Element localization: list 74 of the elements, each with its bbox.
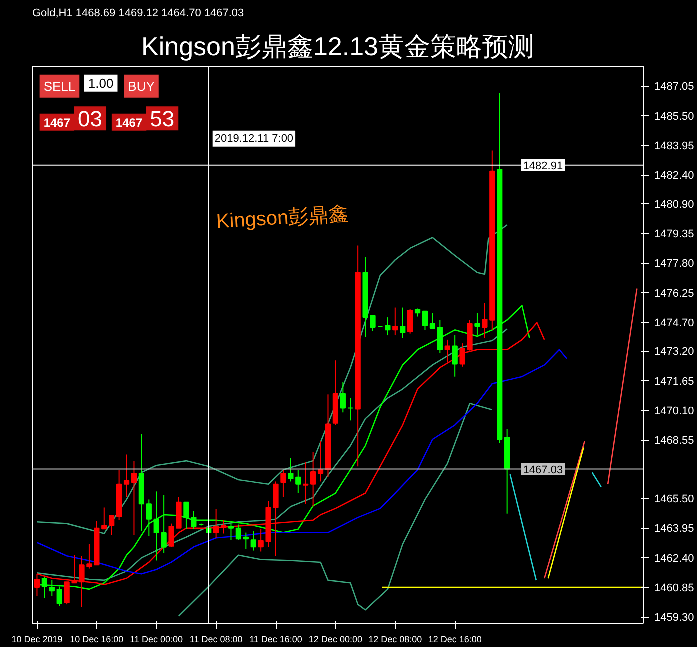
annotation: 1.00 — [88, 76, 114, 91]
y-tick-label: 1482.40 — [654, 170, 694, 182]
y-tick-label: 1483.95 — [654, 140, 694, 153]
y-tick-label: 1480.90 — [654, 198, 694, 211]
annotation: Kingson彭鼎鑫 — [216, 203, 350, 234]
candlestick — [102, 507, 108, 530]
candlestick — [482, 302, 488, 339]
candlestick — [154, 491, 160, 562]
candlestick — [444, 339, 450, 364]
y-tick-label: 1485.50 — [654, 110, 694, 123]
candlestick — [408, 309, 414, 334]
x-tick-label: 12 Dec 08:00 — [368, 634, 422, 644]
candlestick — [146, 499, 152, 537]
candlestick — [236, 524, 242, 541]
candlestick — [303, 462, 309, 505]
line-series — [36, 349, 568, 575]
line-series — [178, 402, 494, 617]
y-tick-label: 1463.95 — [654, 523, 694, 536]
candlestick — [243, 532, 249, 550]
candlestick — [124, 454, 130, 498]
chart-subtitle: Gold,H1 1468.69 1469.12 1464.70 1467.03 — [32, 8, 244, 20]
candlestick — [191, 510, 197, 530]
candlestick — [288, 458, 294, 482]
y-tick-label: 1471.65 — [654, 376, 694, 388]
annotation: 53 — [150, 106, 175, 132]
candlestick — [474, 312, 480, 336]
annotation: 1467 — [116, 116, 143, 130]
candlestick — [161, 494, 167, 554]
y-tick-label: 1487.05 — [654, 81, 694, 94]
ref-line-label: 1482.91 — [523, 160, 564, 172]
candlestick — [184, 502, 190, 530]
candlestick — [131, 460, 138, 536]
y-tick-label: 1479.35 — [654, 228, 694, 241]
candlestick — [250, 530, 256, 552]
y-tick-label: 1468.55 — [654, 435, 694, 448]
candlestick — [430, 312, 436, 329]
candlestick — [422, 310, 428, 331]
candlestick — [310, 452, 316, 508]
x-tick-label: 11 Dec 16:00 — [250, 634, 302, 644]
x-tick-label: 10 Dec 2019 — [12, 634, 63, 644]
annotation: SELL — [44, 78, 76, 94]
candlestick — [220, 520, 227, 534]
chart-title: Kingson彭鼎鑫12.13黄金策略预测 — [141, 32, 535, 62]
candlestick — [213, 508, 220, 539]
candlestick — [228, 523, 234, 541]
y-tick-label: 1476.25 — [654, 288, 694, 300]
ref-line-label: 2019.12.11 7:00 — [214, 132, 294, 145]
y-tick-label: 1473.20 — [654, 346, 694, 358]
candlestick — [340, 382, 346, 414]
candlestick — [437, 320, 443, 354]
candlestick — [452, 335, 458, 378]
candlestick — [385, 317, 391, 336]
y-tick-label: 1459.30 — [654, 612, 694, 624]
annotation: 1467 — [44, 116, 71, 130]
annotation: BUY — [128, 78, 156, 94]
y-tick-label: 1460.85 — [654, 582, 694, 595]
candlestick — [296, 470, 302, 494]
y-tick-label: 1465.50 — [654, 494, 694, 506]
x-tick-label: 10 Dec 16:00 — [70, 634, 124, 644]
x-tick-label: 12 Dec 00:00 — [308, 634, 362, 644]
x-tick-label: 11 Dec 00:00 — [130, 634, 184, 644]
annotation: 03 — [78, 106, 103, 132]
y-tick-label: 1477.80 — [654, 258, 694, 270]
candlestick — [348, 398, 354, 422]
y-tick-label: 1470.10 — [654, 406, 694, 418]
candlestick — [400, 307, 406, 339]
candlestick — [392, 307, 398, 336]
candlestick — [280, 470, 286, 498]
y-tick-label: 1462.40 — [654, 552, 694, 565]
candlestick — [109, 515, 115, 536]
ref-line-label: 1467.03 — [523, 464, 564, 476]
x-tick-label: 11 Dec 08:00 — [190, 634, 243, 644]
x-tick-label: 12 Dec 16:00 — [428, 634, 482, 644]
y-tick-label: 1474.70 — [654, 318, 694, 330]
